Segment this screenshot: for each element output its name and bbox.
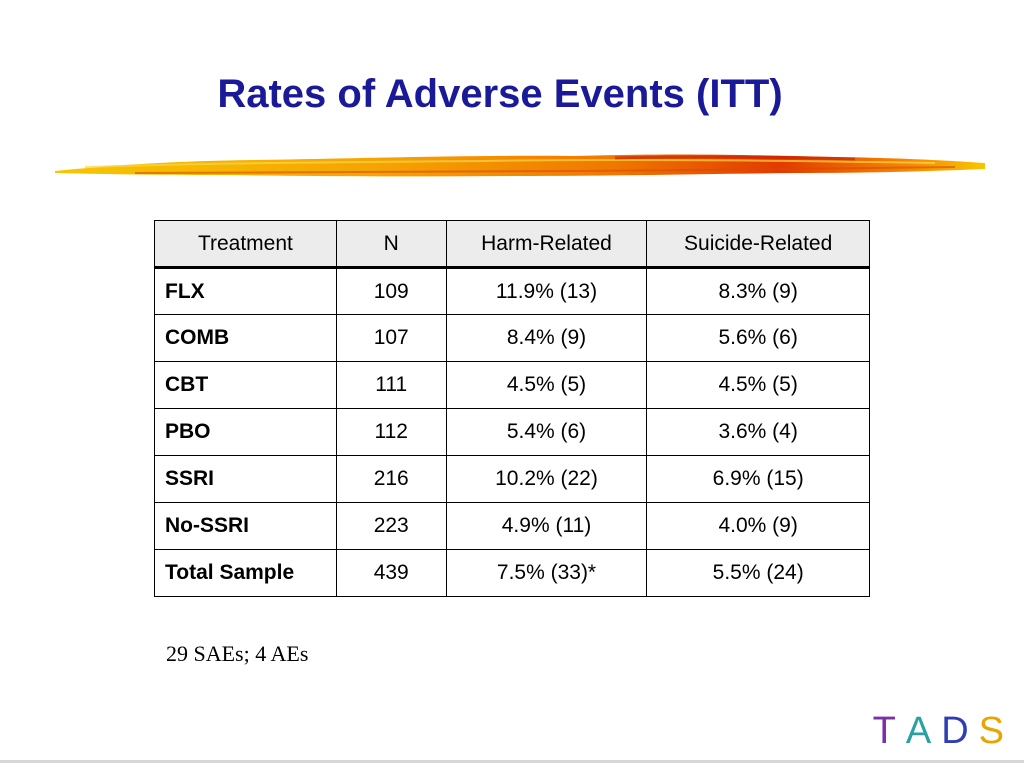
table-row: SSRI 216 10.2% (22) 6.9% (15) xyxy=(154,455,870,503)
header-harm-related: Harm-Related xyxy=(445,220,648,269)
table-row: COMB 107 8.4% (9) 5.6% (6) xyxy=(154,314,870,362)
harm-cell: 5.4% (6) xyxy=(445,408,648,456)
n-cell: 112 xyxy=(335,408,447,456)
suicide-cell: 3.6% (4) xyxy=(646,408,870,456)
logo-letter-a: A xyxy=(905,710,932,752)
slide-title: Rates of Adverse Events (ITT) xyxy=(217,72,783,116)
treatment-cell: Total Sample xyxy=(154,549,337,597)
n-cell: 439 xyxy=(335,549,447,597)
treatment-cell: COMB xyxy=(154,314,337,362)
suicide-cell: 8.3% (9) xyxy=(646,267,870,315)
treatment-cell: No-SSRI xyxy=(154,502,337,550)
treatment-cell: FLX xyxy=(154,267,337,315)
harm-cell: 7.5% (33)* xyxy=(445,549,648,597)
bottom-divider xyxy=(0,760,1024,763)
harm-cell: 4.9% (11) xyxy=(445,502,648,550)
logo-letter-d: D xyxy=(941,710,969,752)
harm-cell: 4.5% (5) xyxy=(445,361,648,409)
table-row: CBT 111 4.5% (5) 4.5% (5) xyxy=(154,361,870,409)
n-cell: 111 xyxy=(335,361,447,409)
logo-letter-s: S xyxy=(978,710,1004,752)
harm-cell: 11.9% (13) xyxy=(445,267,648,315)
header-n: N xyxy=(335,220,447,269)
table-header-row: Treatment N Harm-Related Suicide-Related xyxy=(154,220,870,269)
suicide-cell: 5.6% (6) xyxy=(646,314,870,362)
table-row: PBO 112 5.4% (6) 3.6% (4) xyxy=(154,408,870,456)
suicide-cell: 6.9% (15) xyxy=(646,455,870,503)
table-row: FLX 109 11.9% (13) 8.3% (9) xyxy=(154,267,870,315)
suicide-cell: 4.5% (5) xyxy=(646,361,870,409)
n-cell: 109 xyxy=(335,267,447,315)
n-cell: 223 xyxy=(335,502,447,550)
harm-cell: 10.2% (22) xyxy=(445,455,648,503)
logo-letter-t: T xyxy=(872,710,896,752)
table-row: No-SSRI 223 4.9% (11) 4.0% (9) xyxy=(154,502,870,550)
n-cell: 107 xyxy=(335,314,447,362)
header-treatment: Treatment xyxy=(154,220,337,269)
adverse-events-table: Treatment N Harm-Related Suicide-Related… xyxy=(154,220,870,597)
brush-stroke-divider xyxy=(55,154,985,177)
n-cell: 216 xyxy=(335,455,447,503)
harm-cell: 8.4% (9) xyxy=(445,314,648,362)
header-suicide-related: Suicide-Related xyxy=(646,220,870,269)
suicide-cell: 5.5% (24) xyxy=(646,549,870,597)
treatment-cell: PBO xyxy=(154,408,337,456)
footnote: 29 SAEs; 4 AEs xyxy=(166,641,309,666)
treatment-cell: SSRI xyxy=(154,455,337,503)
suicide-cell: 4.0% (9) xyxy=(646,502,870,550)
table-row: Total Sample 439 7.5% (33)* 5.5% (24) xyxy=(154,549,870,597)
treatment-cell: CBT xyxy=(154,361,337,409)
